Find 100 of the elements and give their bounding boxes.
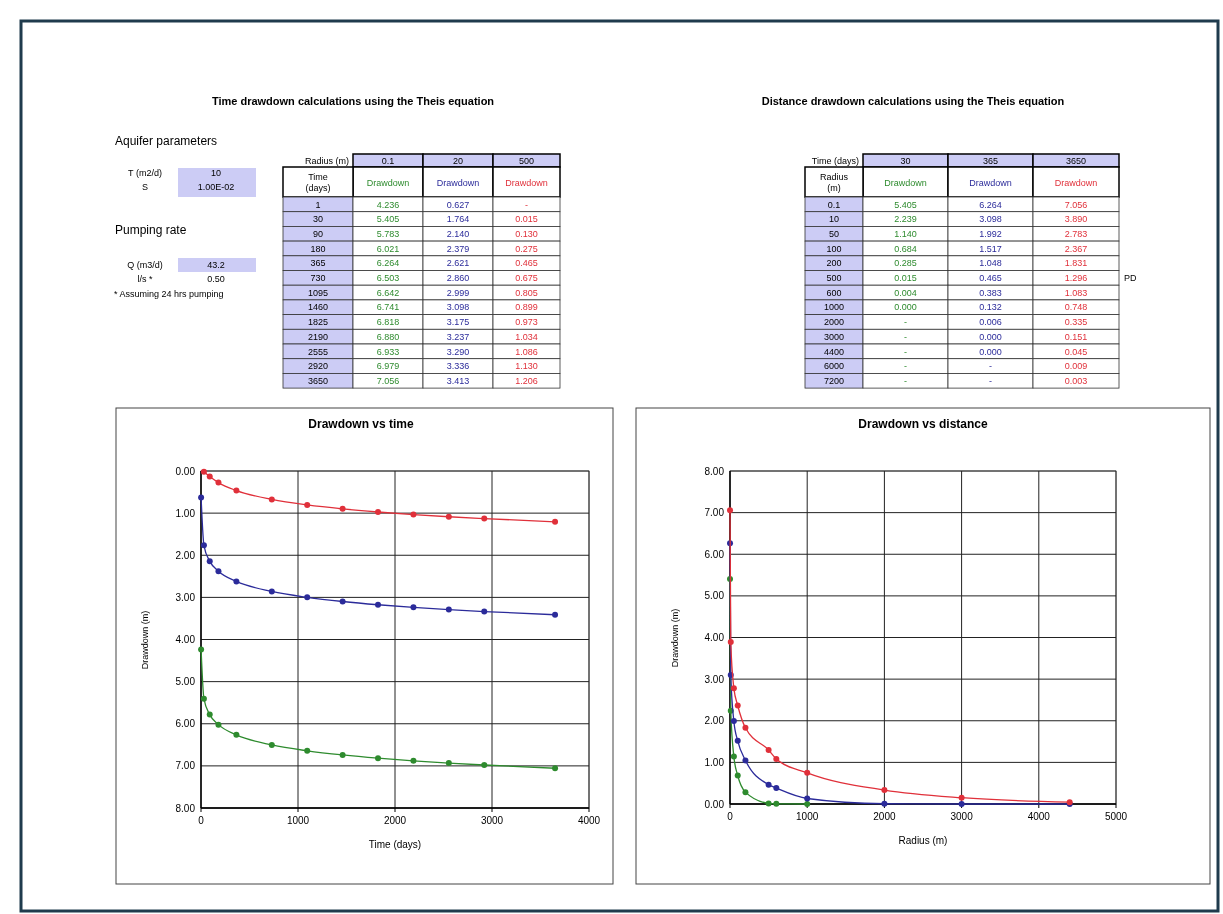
y-tick-label: 100 [826,243,842,254]
text: 0.50 [207,274,225,284]
data-label: 0.383 [979,287,1002,298]
text: Drawdown [436,178,480,188]
point [734,737,741,744]
point [339,751,346,758]
data-label: 0.684 [894,243,917,254]
data-label: 1.048 [979,258,1002,269]
y-tick-label: 0.00 [175,465,196,477]
y-tick-label: 3.00 [704,673,725,685]
point [206,473,213,480]
data-label: 1.517 [979,243,1002,254]
data-label: 6.880 [376,331,400,342]
point [375,755,382,762]
text: - [989,361,992,372]
y-tick-label: 6000 [823,361,845,372]
point [773,800,780,807]
x-tick-label: 3000 [950,811,974,822]
y-tick-label: 1825 [307,317,329,328]
point [730,753,737,760]
point [268,741,275,748]
y-tick-label: 200 [826,258,842,269]
text: PD [1124,273,1137,283]
y-tick-label: 6.00 [175,718,196,730]
text: - [904,375,907,386]
data-label: 7.056 [1064,199,1088,210]
point [958,794,965,801]
point [481,608,488,615]
point [304,747,311,754]
point [773,755,780,762]
text: - [525,199,528,210]
y-tick-label: 5.00 [704,590,725,602]
data-label: 3.175 [446,317,470,328]
data-label: 0.675 [515,273,538,283]
point [215,568,222,575]
point [304,594,311,601]
point [742,757,749,764]
point [742,789,749,796]
text: Pumping rate [115,223,187,237]
y-tick-label: 50 [828,228,840,239]
data-label: 3.890 [1064,214,1088,225]
text: * Assuming 24 hrs pumping [114,289,224,299]
point [730,718,737,725]
y-tick-label: 0.1 [827,199,841,210]
point [552,611,559,618]
y-tick-label: 1000 [823,302,845,313]
chart-title: Drawdown vs time [308,417,414,431]
y-tick-label: 30 [312,214,324,225]
point [481,515,488,522]
point [198,494,205,501]
y-tick-label: 10 [828,214,840,225]
data-label: 2.367 [1064,243,1088,254]
y-tick-label: 1.00 [175,507,196,519]
y-axis-title: Drawdown (m) [670,608,680,668]
point [445,760,452,767]
y-tick-label: 7.00 [175,760,196,772]
data-label: 2.999 [446,287,470,298]
data-label: 1.140 [894,228,917,239]
point [742,724,749,731]
y-tick-label: 6.00 [704,548,725,560]
text: - [904,317,907,328]
data-label: 0.006 [979,317,1002,328]
text: Drawdown [366,178,410,188]
data-label: 2.140 [446,228,470,239]
data-label: 0.285 [894,258,917,269]
point [304,501,311,508]
data-label: 2.783 [1064,228,1088,239]
chart-title: Drawdown vs distance [858,417,989,431]
point [727,639,734,646]
data-label: 6.979 [376,361,400,372]
data-label: 5.405 [376,214,400,225]
x-tick-label: 0 [727,811,734,822]
text: - [904,361,907,372]
data-label: 1.130 [515,361,538,372]
point [268,588,275,595]
x-tick-label: 20 [452,156,464,166]
point [445,606,452,613]
point [765,781,772,788]
y-tick-label: 5.00 [175,676,196,688]
data-label: 6.642 [376,287,400,298]
data-label: 0.009 [1064,361,1088,372]
point [206,711,213,718]
y-tick-label: 730 [310,273,326,283]
point [881,787,888,794]
x-tick-label: 3000 [480,815,504,826]
x-axis-title: Time (days) [811,156,859,166]
text: Q (m3/d) [127,260,163,270]
y-axis-title: Radius (m) [819,172,849,193]
data-label: 1.764 [446,214,470,225]
y-tick-label: 4.00 [175,634,196,645]
point [773,785,780,792]
point [765,747,772,754]
point [215,479,222,486]
point [233,731,240,738]
text: 10 [210,168,222,178]
point [552,765,559,772]
y-tick-label: 1.00 [704,756,725,768]
text: Drawdown [884,178,927,188]
y-tick-label: 500 [826,273,842,283]
point [481,761,488,768]
